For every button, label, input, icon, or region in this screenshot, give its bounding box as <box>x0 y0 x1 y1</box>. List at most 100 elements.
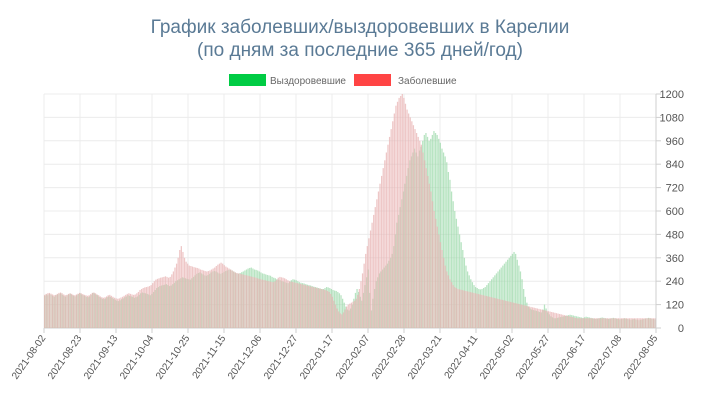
infected-bar-89 <box>185 261 187 328</box>
infected-bar-192 <box>349 303 351 329</box>
recovered-bar-308 <box>537 311 539 328</box>
recovered-bar-179 <box>330 289 333 328</box>
infected-bar-327 <box>563 315 566 328</box>
infected-bar-99 <box>201 269 203 328</box>
infected-bar-339 <box>582 318 585 328</box>
infected-bar-349 <box>598 318 601 328</box>
infected-bar-251 <box>442 257 445 328</box>
infected-bar-143 <box>271 281 273 328</box>
infected-bar-198 <box>358 289 361 328</box>
infected-bar-365 <box>624 318 626 328</box>
infected-bar-103 <box>207 271 209 328</box>
infected-bar-156 <box>291 281 294 328</box>
recovered-bar-259 <box>458 234 461 328</box>
recovered-bar-252 <box>447 172 450 328</box>
infected-bar-344 <box>590 318 593 328</box>
infected-bar-110 <box>218 263 221 328</box>
recovered-bar-197 <box>359 296 361 328</box>
infected-bar-148 <box>279 276 281 328</box>
infected-bar-364 <box>622 318 624 328</box>
infected-bar-240 <box>425 168 427 328</box>
infected-bar-368 <box>628 318 631 328</box>
infected-bar-61 <box>140 289 143 328</box>
infected-bar-234 <box>415 133 418 328</box>
infected-bar-318 <box>549 311 551 328</box>
infected-bar-340 <box>584 318 586 328</box>
recovered-bar-293 <box>513 251 515 328</box>
recovered-bar-324 <box>563 316 565 328</box>
recovered-bar-317 <box>551 317 554 328</box>
infected-bar-34 <box>98 295 100 328</box>
infected-bar-231 <box>411 121 413 328</box>
infected-bar-82 <box>174 267 176 328</box>
infected-bar-27 <box>86 295 89 328</box>
recovered-bar-188 <box>345 306 347 328</box>
y-tick-label-8: 960 <box>666 136 684 148</box>
infected-bar-258 <box>454 287 456 328</box>
infected-bar-114 <box>225 266 227 328</box>
infected-bar-17 <box>71 293 73 329</box>
infected-bar-191 <box>347 304 349 328</box>
infected-bar-60 <box>139 289 141 328</box>
recovered-bar-51 <box>125 296 127 328</box>
x-tick-label-3: 2021-10-04 <box>118 333 157 382</box>
infected-bar-206 <box>371 222 373 328</box>
infected-bar-285 <box>497 298 499 328</box>
infected-bar-352 <box>603 318 605 328</box>
infected-bar-299 <box>519 304 521 328</box>
infected-bar-367 <box>627 318 629 328</box>
x-tick-label-15: 2022-06-17 <box>550 333 589 382</box>
infected-bar-175 <box>322 289 324 328</box>
recovered-bar-254 <box>450 191 453 328</box>
infected-bar-116 <box>228 268 230 328</box>
infected-bar-227 <box>404 103 407 328</box>
infected-bar-274 <box>479 294 481 328</box>
recovered-bar-255 <box>452 201 454 328</box>
recovered-bar-187 <box>343 302 345 328</box>
infected-bar-328 <box>565 315 567 328</box>
infected-bar-74 <box>161 277 163 328</box>
recovered-bar-330 <box>572 315 574 328</box>
infected-bar-366 <box>625 318 628 328</box>
infected-bar-373 <box>636 318 639 328</box>
x-tick-label-2: 2021-09-13 <box>82 333 121 382</box>
series-infected <box>44 94 656 329</box>
infected-bar-237 <box>420 144 423 328</box>
recovered-bar-198 <box>361 300 363 328</box>
infected-bar-90 <box>187 263 189 328</box>
infected-bar-355 <box>608 318 610 328</box>
infected-bar-196 <box>355 298 357 328</box>
recovered-bar-310 <box>540 312 542 328</box>
infected-bar-16 <box>69 293 71 328</box>
infected-bar-369 <box>630 318 632 328</box>
recovered-bar-62 <box>143 292 145 328</box>
infected-bar-174 <box>320 289 322 328</box>
recovered-bar-71 <box>157 287 160 328</box>
infected-bar-213 <box>382 168 384 328</box>
x-tick-label-14: 2022-05-27 <box>514 333 553 382</box>
infected-bar-325 <box>560 314 562 328</box>
y-tick-label-0: 0 <box>678 323 684 335</box>
infected-bar-281 <box>490 297 492 328</box>
infected-bar-197 <box>357 294 359 328</box>
infected-bar-314 <box>543 310 545 328</box>
infected-bar-133 <box>255 277 257 328</box>
recovered-bar-327 <box>567 315 570 328</box>
y-tick-label-9: 1080 <box>660 112 684 124</box>
x-axis: 2021-08-022021-08-232021-09-132021-10-04… <box>10 328 661 382</box>
infected-bar-384 <box>654 318 656 328</box>
infected-bar-118 <box>231 270 233 328</box>
infected-bar-104 <box>209 270 211 328</box>
infected-bar-350 <box>600 318 602 328</box>
infected-bar-120 <box>234 272 237 328</box>
infected-bar-305 <box>528 306 531 328</box>
infected-bar-76 <box>164 276 167 328</box>
infected-bar-161 <box>299 283 302 328</box>
recovered-bar-307 <box>535 310 538 328</box>
x-tick-label-17: 2022-08-05 <box>622 333 661 382</box>
recovered-bar-321 <box>558 317 560 328</box>
infected-bar-278 <box>485 296 488 328</box>
infected-bar-265 <box>465 290 467 328</box>
infected-bar-98 <box>199 269 202 328</box>
infected-bar-244 <box>431 201 434 328</box>
